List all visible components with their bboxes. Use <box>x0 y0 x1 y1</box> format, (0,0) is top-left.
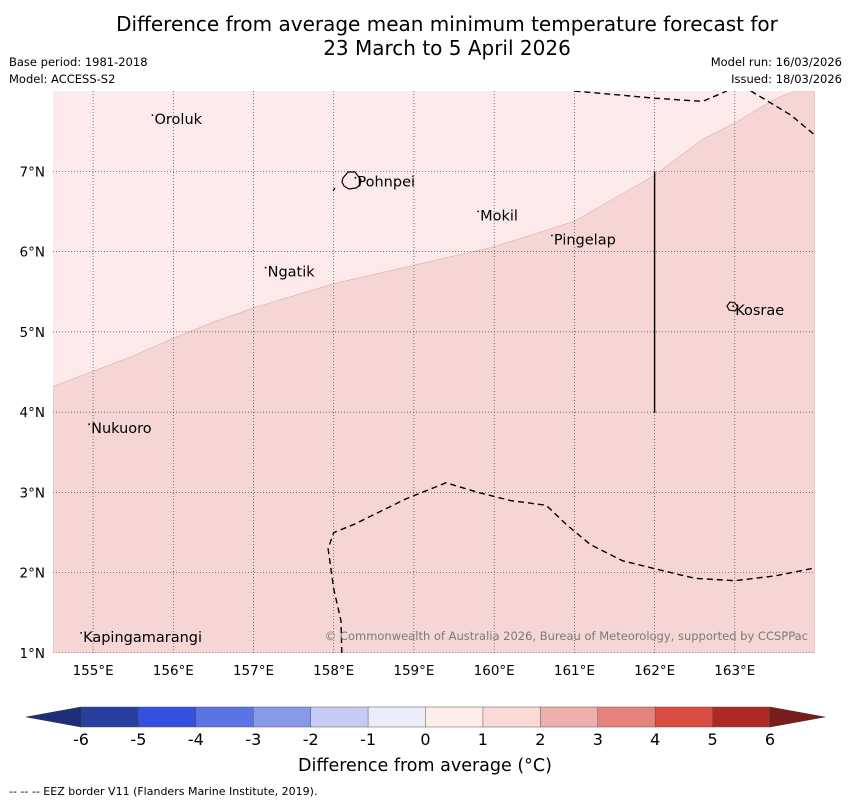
lon-tick-label: 157°E <box>233 663 274 679</box>
place-label: Kosrae <box>735 303 784 319</box>
eez-border-line <box>327 482 815 653</box>
lon-tick-label: 162°E <box>634 663 675 679</box>
lon-tick-label: 156°E <box>153 663 194 679</box>
colorbar-tick-label: -5 <box>130 730 146 749</box>
place-label: Mokil <box>480 208 518 224</box>
colorbar-segment <box>253 706 312 728</box>
lat-tick-label: 2°N <box>20 566 45 582</box>
latitude-axis: 1°N 2°N 3°N 4°N 5°N 6°N 7°N <box>20 164 45 662</box>
colorbar-tick-label: 6 <box>765 730 775 749</box>
model-name: Model: ACCESS-S2 <box>9 72 116 86</box>
place-marker <box>88 423 90 426</box>
lon-tick-label: 160°E <box>474 663 515 679</box>
colorbar-segment <box>597 706 656 728</box>
colorbar-segment <box>540 706 599 728</box>
lon-tick-label: 161°E <box>554 663 595 679</box>
lat-tick-label: 7°N <box>20 164 45 180</box>
place-pohnpei: Pohnpei <box>354 175 415 191</box>
colorbar-tick-label: 5 <box>708 730 718 749</box>
colorbar-tick-label: 1 <box>478 730 488 749</box>
place-oroluk: Oroluk <box>151 112 203 128</box>
model-run-date: Model run: 16/03/2026 <box>710 55 842 69</box>
colorbar-segment <box>654 706 714 728</box>
chart-title: Difference from average mean minimum tem… <box>0 12 850 60</box>
place-label: Pohnpei <box>357 175 415 191</box>
colorbar-segment <box>425 706 484 728</box>
eez-border-line <box>574 91 728 103</box>
place-label: Nukuoro <box>91 421 152 437</box>
place-nukuoro: Nukuoro <box>88 421 152 437</box>
colorbar-segment <box>195 706 254 728</box>
eez-borders <box>327 91 815 653</box>
colorbar-segment <box>310 706 369 728</box>
place-mokil: Mokil <box>477 208 518 224</box>
colorbar-segment <box>367 706 427 728</box>
place-pingelap: Pingelap <box>551 233 616 249</box>
place-marker <box>551 234 553 237</box>
issued-date: Issued: 18/03/2026 <box>731 72 842 86</box>
colorbar: -6 -5 -4 -3 -2 -1 0 1 2 3 4 5 6 <box>25 706 826 749</box>
kosrae-outline <box>726 301 739 312</box>
lat-tick-label: 3°N <box>20 485 45 501</box>
colorbar-tick-label: 4 <box>650 730 660 749</box>
graticule <box>53 91 815 653</box>
lon-tick-label: 159°E <box>393 663 434 679</box>
island-outlines <box>332 171 739 312</box>
zone-1-to-2 <box>53 91 815 653</box>
colorbar-segment <box>712 706 771 728</box>
colorbar-tick-label: -4 <box>188 730 204 749</box>
lon-tick-label: 158°E <box>313 663 354 679</box>
lat-tick-label: 6°N <box>20 245 45 261</box>
place-marker <box>264 266 267 269</box>
colorbar-tick-label: 3 <box>593 730 603 749</box>
place-marker <box>151 114 154 116</box>
lat-tick-label: 5°N <box>20 325 45 341</box>
colorbar-extend-low <box>25 706 82 728</box>
colorbar-tick-label: -1 <box>360 730 376 749</box>
place-marker <box>80 632 82 634</box>
colorbar-segment <box>482 706 541 728</box>
place-marker <box>354 176 357 179</box>
colorbar-tick-label: 0 <box>420 730 430 749</box>
colorbar-tick-label: -3 <box>245 730 261 749</box>
longitude-axis: 155°E 156°E 157°E 158°E 159°E 160°E 161°E 162°E… <box>73 663 756 679</box>
lat-tick-label: 1°N <box>20 646 45 662</box>
pohnpei-outline <box>341 171 362 190</box>
lat-tick-label: 4°N <box>20 405 45 421</box>
run-info: Model run: 16/03/2026 Issued: 18/03/2026 <box>711 54 842 88</box>
eez-border-line <box>750 91 815 136</box>
place-marker <box>477 210 479 213</box>
place-labels: Oroluk Pohnpei Mokil Pingelap Ngatik Kosrae Nu… <box>80 112 784 646</box>
colorbar-label: Difference from average (°C) <box>298 756 552 776</box>
eez-footnote: -- -- -- EEZ border V11 (Flanders Marine… <box>9 785 318 798</box>
lon-tick-label: 163°E <box>714 663 755 679</box>
place-marker <box>732 305 735 308</box>
colorbar-extend-high <box>769 706 826 728</box>
copyright-notice: © Commonwealth of Australia 2026, Bureau… <box>325 629 808 643</box>
place-label: Ngatik <box>268 265 316 281</box>
colorbar-tick-label: -6 <box>73 730 89 749</box>
ant-atoll <box>332 187 336 192</box>
plot-area: Oroluk Pohnpei Mokil Pingelap Ngatik Kosrae Nu… <box>53 91 815 653</box>
colorbar-segment <box>138 706 197 728</box>
colorbar-segment <box>80 706 139 728</box>
place-kosrae: Kosrae <box>732 303 784 319</box>
model-info: Base period: 1981-2018 Model: ACCESS-S2 <box>9 54 148 88</box>
place-label: Kapingamarangi <box>83 630 202 646</box>
place-ngatik: Ngatik <box>264 265 316 281</box>
place-kapingamarangi: Kapingamarangi <box>80 630 202 646</box>
title-line-2: 23 March to 5 April 2026 <box>323 36 571 60</box>
place-label: Oroluk <box>155 112 203 128</box>
lon-tick-label: 155°E <box>73 663 114 679</box>
colorbar-tick-label: -2 <box>303 730 319 749</box>
colorbar-tick-label: 2 <box>535 730 545 749</box>
place-label: Pingelap <box>554 233 616 249</box>
base-period: Base period: 1981-2018 <box>9 55 148 69</box>
title-line-1: Difference from average mean minimum tem… <box>116 12 778 36</box>
